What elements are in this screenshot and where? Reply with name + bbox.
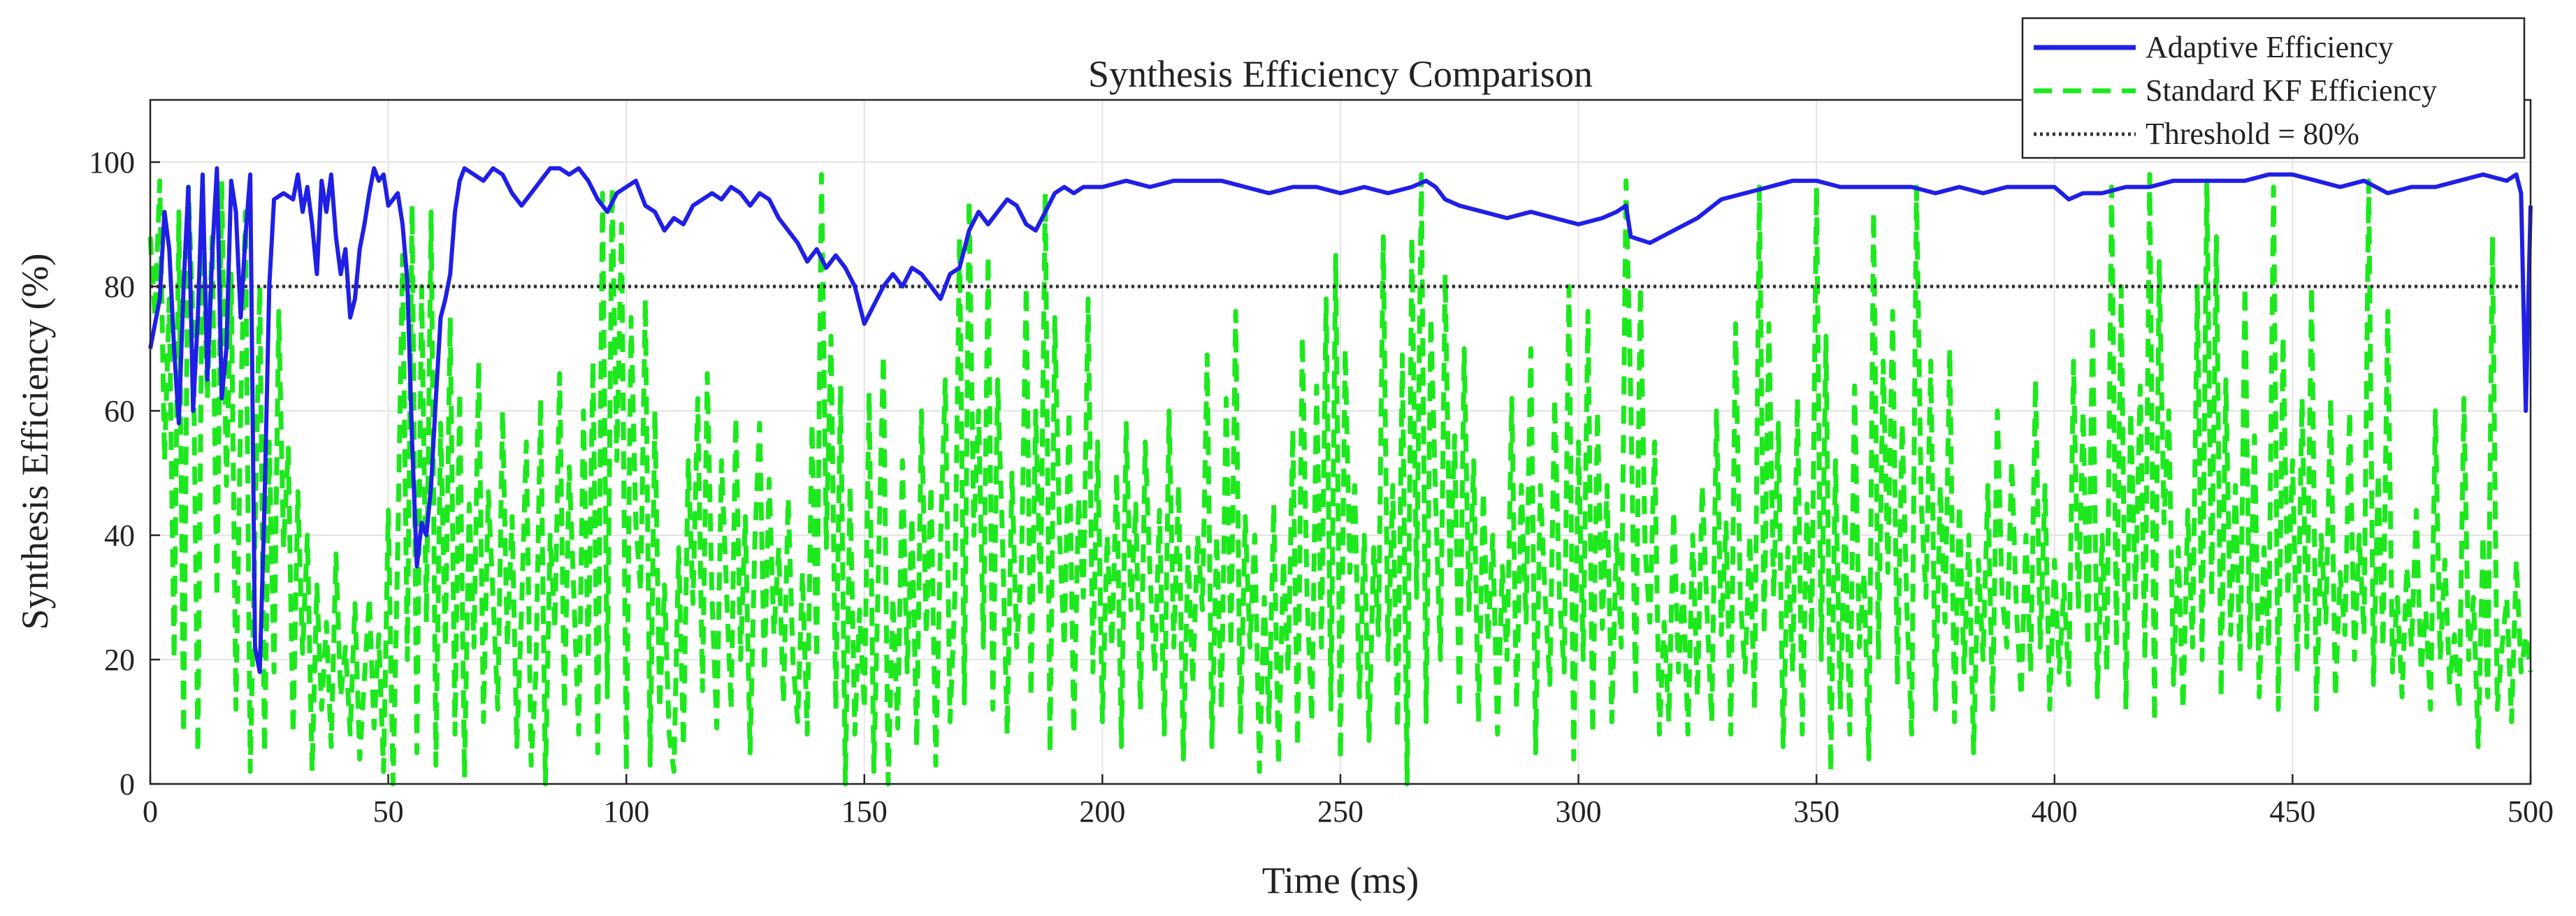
series-layer [147,166,2533,787]
x-axis-label: Time (ms) [1262,859,1419,901]
series-line-adaptive-efficiency [148,166,2533,674]
series-line-standard-kf-efficiency [147,172,2533,787]
legend-label-adaptive: Adaptive Efficiency [2146,30,2394,64]
x-tick-label: 100 [603,794,649,829]
legend-label-threshold: Threshold = 80% [2146,117,2359,151]
x-tick-label: 50 [373,794,404,829]
y-axis-label: Synthesis Efficiency (%) [14,254,56,630]
chart-title: Synthesis Efficiency Comparison [1088,53,1593,95]
y-tick-label: 100 [89,145,135,180]
legend-box [2021,17,2526,159]
x-tick-label: 0 [143,794,158,829]
y-tick-label: 40 [104,518,135,553]
x-tick-label: 250 [1317,794,1363,829]
x-tick-label: 450 [2269,794,2315,829]
y-tick-label: 80 [104,270,135,304]
x-tick-label: 300 [1556,794,1602,829]
x-tick-label: 350 [1793,794,1839,829]
x-tick-label: 200 [1079,794,1125,829]
y-tick-label: 20 [104,643,135,677]
y-tick-label: 60 [104,394,135,428]
legend: Adaptive Efficiency Standard KF Efficien… [2021,17,2526,159]
x-tick-label: 150 [841,794,888,829]
x-tick-label: 400 [2032,794,2078,829]
legend-label-standard-kf: Standard KF Efficiency [2146,73,2437,108]
y-tick-label: 0 [120,767,135,801]
tick-layer: 0 50 100 150 200 250 300 350 400 450 500 0 20 40 60 80 1… [89,145,2554,829]
x-tick-label: 500 [2508,794,2554,829]
